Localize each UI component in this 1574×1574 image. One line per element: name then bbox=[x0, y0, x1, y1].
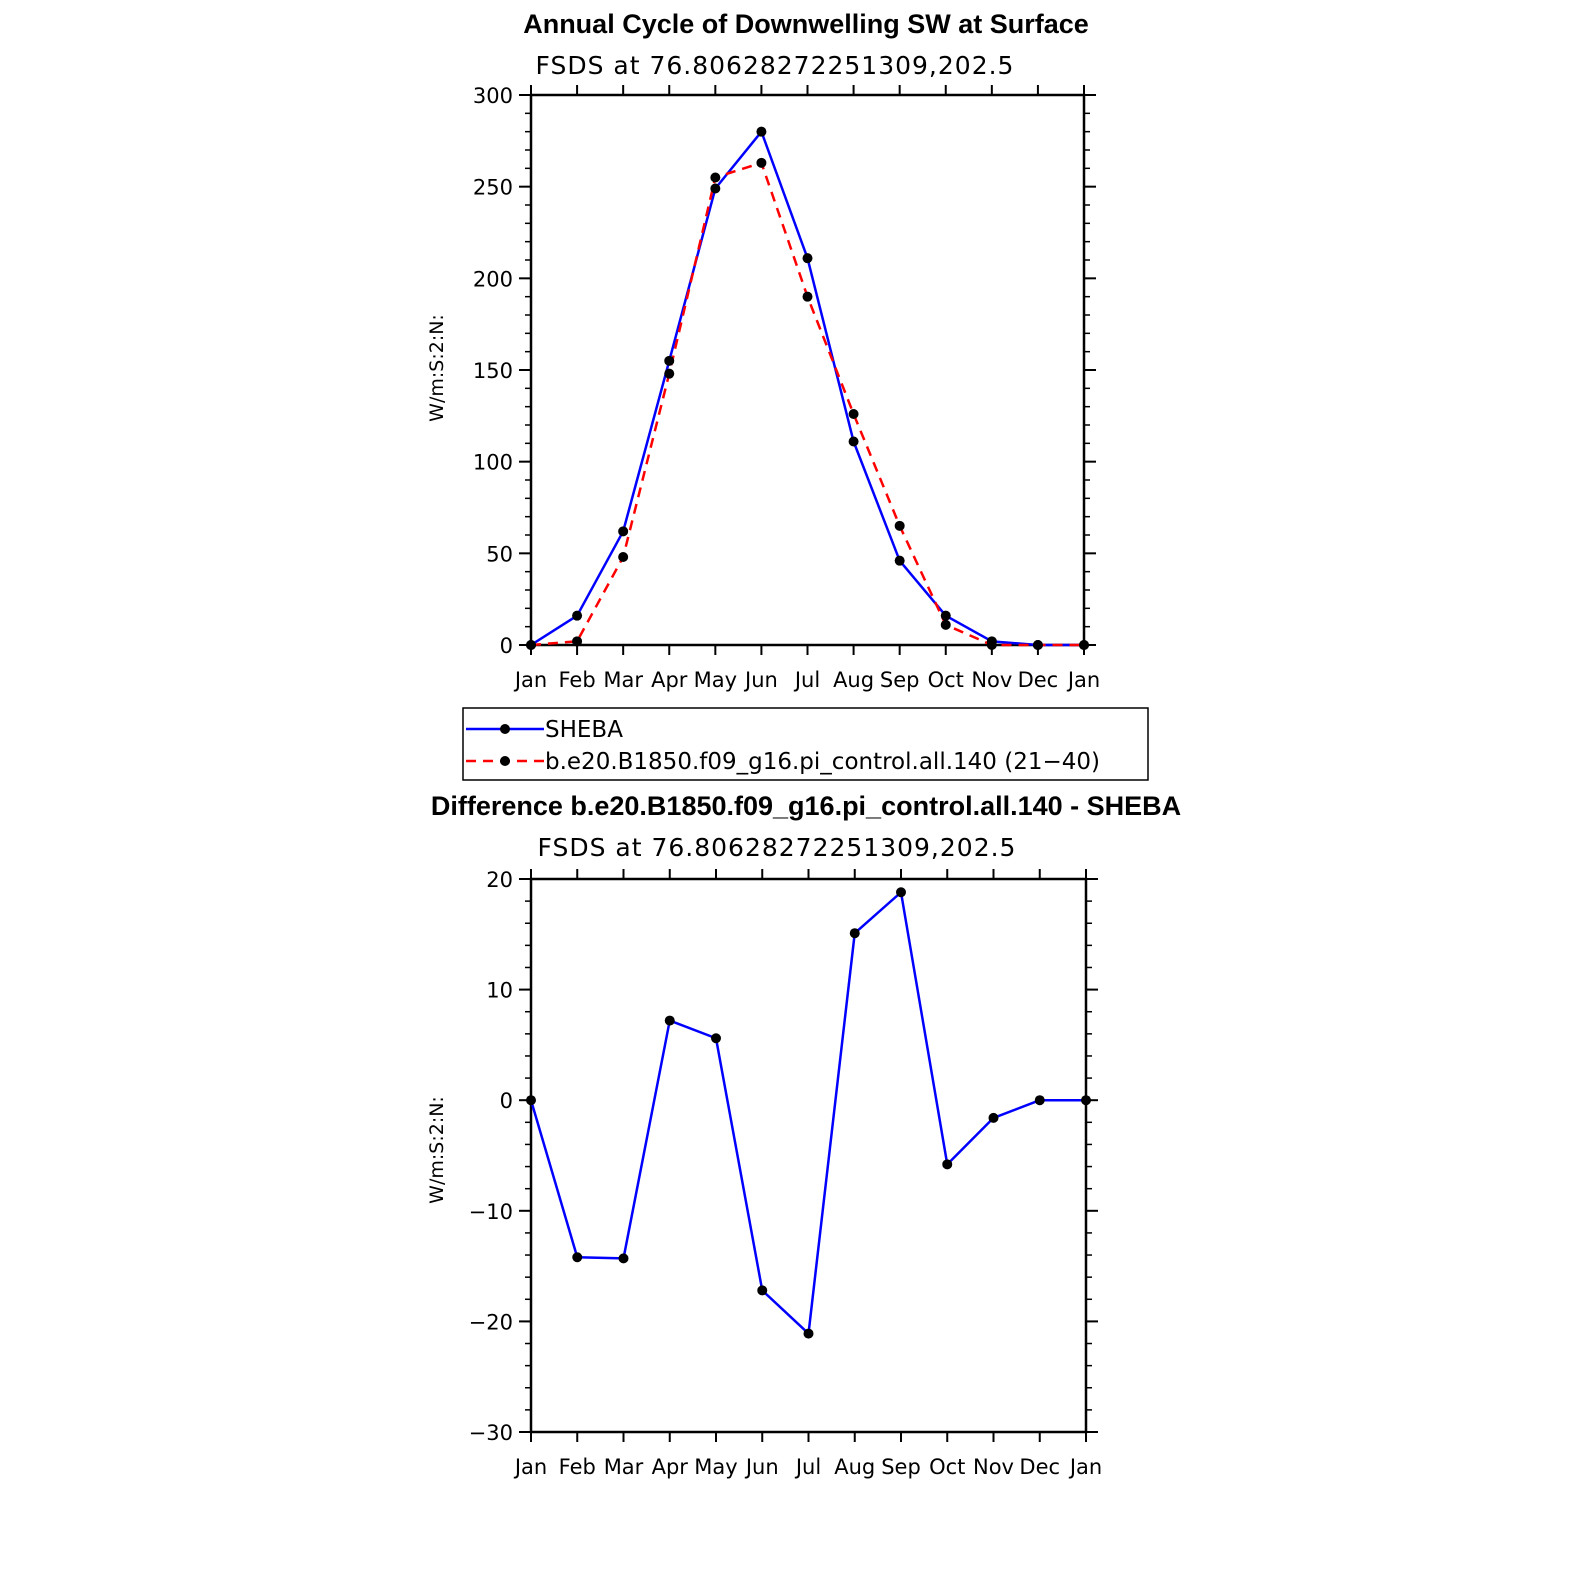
y-tick-label: 200 bbox=[473, 267, 513, 291]
x-tick-label: May bbox=[694, 668, 737, 692]
y-tick-label: 10 bbox=[486, 979, 513, 1003]
legend-label-sheba: SHEBA bbox=[545, 717, 623, 743]
y-axis-label: W/m:S:2:N: bbox=[426, 314, 448, 422]
x-tick-label: Nov bbox=[971, 668, 1012, 692]
data-point-0 bbox=[757, 1285, 768, 1296]
data-point-0 bbox=[664, 355, 675, 366]
plot-frame bbox=[529, 93, 1086, 647]
x-tick-label: Jun bbox=[744, 1455, 779, 1479]
data-point-0 bbox=[849, 928, 860, 939]
legend-label-model: b.e20.B1850.f09_g16.pi_control.all.140 (… bbox=[545, 749, 1100, 775]
x-tick-label: Mar bbox=[603, 668, 643, 692]
data-point-0 bbox=[1034, 1095, 1045, 1106]
data-point-1 bbox=[802, 291, 813, 302]
y-tick-label: −30 bbox=[469, 1421, 513, 1445]
chart-title: Difference b.e20.B1850.f09_g16.pi_contro… bbox=[431, 791, 1181, 821]
legend-box bbox=[462, 707, 1149, 781]
data-point-1 bbox=[894, 520, 905, 531]
y-tick-label: 150 bbox=[473, 359, 513, 383]
data-point-1 bbox=[664, 368, 675, 379]
data-point-0 bbox=[1081, 1095, 1091, 1106]
data-point-1 bbox=[986, 640, 997, 650]
y-tick-label: 100 bbox=[473, 451, 513, 475]
x-tick-label: Jan bbox=[1068, 1455, 1102, 1479]
series-line-1 bbox=[530, 161, 1084, 647]
x-tick-label: Mar bbox=[604, 1455, 644, 1479]
y-tick-label: 20 bbox=[486, 868, 513, 892]
x-tick-label: Jan bbox=[1066, 668, 1100, 692]
x-tick-label: May bbox=[694, 1455, 737, 1479]
legend: SHEBA b.e20.B1850.f09_g16.pi_control.all… bbox=[462, 707, 1149, 781]
x-tick-label: Jul bbox=[793, 668, 820, 692]
data-point-1 bbox=[940, 619, 951, 630]
data-point-1 bbox=[1079, 640, 1089, 650]
legend-marker-sheba bbox=[500, 724, 510, 734]
chart-subtitle: FSDS at 76.80628272251309,202.5 bbox=[538, 833, 1017, 862]
x-tick-label: Jul bbox=[794, 1455, 821, 1479]
y-axis-label: W/m:S:2:N: bbox=[426, 1096, 448, 1204]
x-tick-label: Jun bbox=[743, 668, 778, 692]
data-point-1 bbox=[848, 409, 859, 419]
data-point-1 bbox=[618, 552, 629, 562]
data-point-0 bbox=[618, 526, 629, 537]
x-tick-label: Dec bbox=[1018, 668, 1059, 692]
chart-subtitle: FSDS at 76.80628272251309,202.5 bbox=[536, 51, 1015, 80]
y-tick-label: −20 bbox=[469, 1310, 513, 1334]
data-point-0 bbox=[572, 610, 583, 621]
data-point-0 bbox=[848, 436, 859, 447]
data-point-0 bbox=[711, 1033, 721, 1044]
x-tick-label: Aug bbox=[834, 1455, 875, 1479]
data-point-0 bbox=[756, 126, 767, 137]
x-tick-label: Apr bbox=[652, 1455, 689, 1479]
x-tick-label: Jan bbox=[513, 1455, 547, 1479]
data-point-0 bbox=[803, 1328, 814, 1339]
data-point-0 bbox=[894, 555, 905, 566]
x-tick-label: Jan bbox=[513, 668, 547, 692]
annual-cycle-chart: Annual Cycle of Downwelling SW at Surfac… bbox=[426, 9, 1100, 692]
data-point-1 bbox=[572, 636, 583, 647]
x-tick-label: Nov bbox=[973, 1455, 1014, 1479]
y-tick-label: 250 bbox=[473, 176, 513, 200]
x-tick-label: Sep bbox=[881, 1455, 921, 1479]
data-point-1 bbox=[756, 157, 767, 168]
x-tick-label: Feb bbox=[559, 1455, 596, 1479]
x-tick-label: Oct bbox=[928, 668, 964, 692]
data-point-0 bbox=[942, 1159, 953, 1170]
data-point-1 bbox=[1032, 640, 1043, 650]
data-point-0 bbox=[572, 1252, 583, 1263]
y-tick-label: 300 bbox=[473, 84, 513, 108]
plot-frame bbox=[529, 877, 1088, 1434]
data-point-0 bbox=[526, 1095, 536, 1106]
x-tick-label: Apr bbox=[651, 668, 688, 692]
legend-marker-model bbox=[500, 756, 510, 766]
difference-chart: Difference b.e20.B1850.f09_g16.pi_contro… bbox=[426, 791, 1181, 1479]
x-tick-label: Oct bbox=[929, 1455, 965, 1479]
x-tick-label: Sep bbox=[880, 668, 920, 692]
data-point-0 bbox=[988, 1112, 999, 1123]
y-tick-label: −10 bbox=[469, 1200, 513, 1224]
x-tick-label: Aug bbox=[833, 668, 874, 692]
data-point-1 bbox=[710, 172, 721, 183]
x-tick-label: Feb bbox=[558, 668, 595, 692]
y-tick-label: 0 bbox=[500, 1089, 513, 1113]
data-point-0 bbox=[896, 887, 906, 898]
series-line-0 bbox=[530, 130, 1084, 647]
series-line-0 bbox=[529, 891, 1086, 1335]
data-point-1 bbox=[526, 640, 536, 650]
data-point-0 bbox=[710, 183, 721, 194]
chart-title: Annual Cycle of Downwelling SW at Surfac… bbox=[523, 9, 1089, 39]
data-point-0 bbox=[618, 1253, 629, 1264]
data-point-0 bbox=[940, 610, 951, 621]
x-tick-label: Dec bbox=[1019, 1455, 1060, 1479]
y-tick-label: 50 bbox=[486, 542, 513, 566]
data-point-0 bbox=[802, 253, 813, 264]
data-point-0 bbox=[664, 1015, 675, 1026]
y-tick-label: 0 bbox=[500, 634, 513, 658]
